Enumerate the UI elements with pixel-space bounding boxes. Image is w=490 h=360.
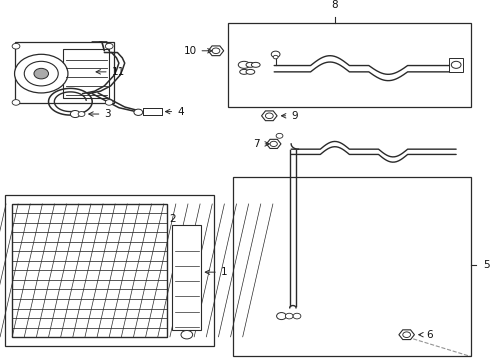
Polygon shape (262, 111, 277, 121)
Text: 8: 8 (332, 0, 338, 10)
Circle shape (34, 68, 49, 79)
Circle shape (403, 332, 411, 338)
Text: 5: 5 (483, 260, 490, 270)
Text: 7: 7 (253, 139, 270, 149)
Circle shape (273, 55, 278, 59)
Polygon shape (267, 139, 281, 148)
Polygon shape (399, 330, 415, 339)
Circle shape (293, 313, 301, 319)
Polygon shape (208, 46, 224, 56)
Ellipse shape (240, 69, 248, 74)
Text: 1: 1 (205, 267, 227, 277)
Circle shape (212, 48, 220, 54)
Bar (12, 204, 168, 337)
Circle shape (24, 61, 58, 86)
Text: 9: 9 (281, 111, 298, 121)
Text: 10: 10 (183, 46, 212, 56)
Circle shape (451, 61, 461, 68)
Text: 4: 4 (166, 107, 184, 117)
Bar (228, 23, 471, 107)
Bar (143, 108, 162, 115)
Text: 2: 2 (169, 215, 175, 224)
Circle shape (105, 100, 113, 105)
Circle shape (277, 312, 286, 320)
Circle shape (271, 51, 280, 58)
Bar (15, 42, 114, 103)
Bar (449, 58, 464, 72)
Bar (172, 225, 201, 330)
Text: 3: 3 (89, 109, 111, 119)
Circle shape (266, 113, 273, 118)
Circle shape (270, 141, 277, 147)
Ellipse shape (246, 69, 255, 74)
Circle shape (71, 111, 80, 118)
Circle shape (15, 54, 68, 93)
Ellipse shape (251, 62, 260, 67)
Bar (5, 195, 214, 346)
Bar (63, 49, 109, 98)
Circle shape (285, 313, 293, 319)
Text: 6: 6 (419, 330, 433, 340)
Text: 11: 11 (96, 67, 125, 77)
Circle shape (12, 100, 20, 105)
Circle shape (134, 109, 143, 116)
Ellipse shape (246, 62, 255, 67)
Ellipse shape (238, 61, 250, 68)
Circle shape (276, 133, 283, 138)
Circle shape (105, 44, 113, 49)
Circle shape (12, 44, 20, 49)
Bar (233, 177, 471, 356)
Circle shape (181, 330, 193, 339)
Circle shape (78, 112, 85, 117)
